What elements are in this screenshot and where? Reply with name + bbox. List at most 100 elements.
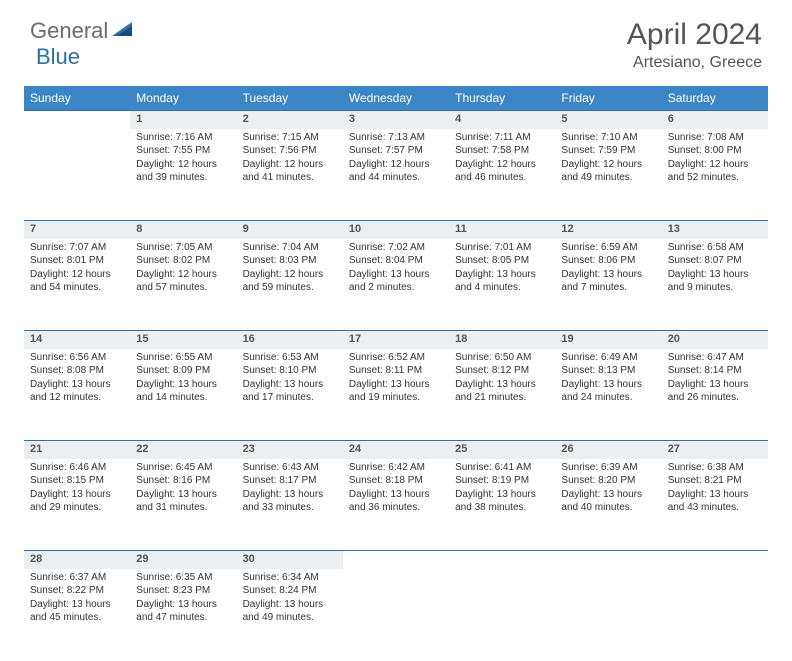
day-number-cell: 24 — [343, 441, 449, 459]
daylight-text: and 41 minutes. — [243, 171, 337, 185]
day-header-row: Sunday Monday Tuesday Wednesday Thursday… — [24, 86, 768, 111]
day-content-row: Sunrise: 6:37 AMSunset: 8:22 PM Daylight:… — [24, 569, 768, 661]
day-content-cell: Sunrise: 7:11 AMSunset: 7:58 PMDaylight:… — [449, 129, 555, 221]
sunset-text: Sunset: 8:07 PM — [668, 254, 762, 268]
sunset-text: Sunset: 7:58 PM — [455, 144, 549, 158]
day-number-cell: 19 — [555, 331, 661, 349]
daylight-text: and 26 minutes. — [668, 391, 762, 405]
day-content-cell: Sunrise: 6:52 AMSunset: 8:11 PMDaylight:… — [343, 349, 449, 441]
day-number-cell: 13 — [662, 221, 768, 239]
logo-triangle-icon — [112, 20, 134, 43]
day-number-cell: 10 — [343, 221, 449, 239]
sunrise-text: Sunrise: 6:53 AM — [243, 351, 337, 365]
daylight-text: Daylight: 12 hours — [136, 158, 230, 172]
daylight-text: and 14 minutes. — [136, 391, 230, 405]
daylight-text: Daylight: 13 hours — [455, 378, 549, 392]
daylight-text: Daylight: 13 hours — [561, 268, 655, 282]
day-content-cell: Sunrise: 6:58 AMSunset: 8:07 PMDaylight:… — [662, 239, 768, 331]
sunrise-text: Sunrise: 6:49 AM — [561, 351, 655, 365]
daylight-text: Daylight: 13 hours — [668, 268, 762, 282]
daylight-text: and 43 minutes. — [668, 501, 762, 515]
sunset-text: Sunset: 8:05 PM — [455, 254, 549, 268]
daylight-text: and 31 minutes. — [136, 501, 230, 515]
sunset-text: Sunset: 8:16 PM — [136, 474, 230, 488]
day-number-cell: 23 — [237, 441, 343, 459]
daylight-text: Daylight: 13 hours — [30, 378, 124, 392]
sunrise-text: Sunrise: 6:58 AM — [668, 241, 762, 255]
calendar-table: Sunday Monday Tuesday Wednesday Thursday… — [24, 86, 768, 661]
day-number-cell: 17 — [343, 331, 449, 349]
sunrise-text: Sunrise: 7:05 AM — [136, 241, 230, 255]
daylight-text: Daylight: 12 hours — [668, 158, 762, 172]
daylight-text: Daylight: 13 hours — [136, 598, 230, 612]
daylight-text: and 44 minutes. — [349, 171, 443, 185]
daylight-text: Daylight: 13 hours — [349, 488, 443, 502]
day-header: Monday — [130, 86, 236, 111]
daylight-text: Daylight: 12 hours — [30, 268, 124, 282]
sunset-text: Sunset: 8:08 PM — [30, 364, 124, 378]
day-number-cell: 26 — [555, 441, 661, 459]
daylight-text: Daylight: 12 hours — [243, 268, 337, 282]
sunset-text: Sunset: 8:03 PM — [243, 254, 337, 268]
day-number-cell: 29 — [130, 551, 236, 569]
day-content-cell: Sunrise: 6:46 AMSunset: 8:15 PMDaylight:… — [24, 459, 130, 551]
day-content-cell: Sunrise: 7:10 AMSunset: 7:59 PMDaylight:… — [555, 129, 661, 221]
day-number-cell: 30 — [237, 551, 343, 569]
daylight-text: Daylight: 13 hours — [668, 378, 762, 392]
daylight-text: and 21 minutes. — [455, 391, 549, 405]
daylight-text: Daylight: 13 hours — [349, 268, 443, 282]
daylight-text: Daylight: 12 hours — [243, 158, 337, 172]
day-content-row: Sunrise: 7:07 AMSunset: 8:01 PMDaylight:… — [24, 239, 768, 331]
day-content-cell: Sunrise: 7:08 AMSunset: 8:00 PMDaylight:… — [662, 129, 768, 221]
day-number-cell: 9 — [237, 221, 343, 239]
sunset-text: Sunset: 8:24 PM — [243, 584, 337, 598]
day-content-cell: Sunrise: 7:04 AMSunset: 8:03 PMDaylight:… — [237, 239, 343, 331]
day-content-cell: Sunrise: 6:55 AMSunset: 8:09 PMDaylight:… — [130, 349, 236, 441]
day-content-cell: Sunrise: 6:37 AMSunset: 8:22 PMDaylight:… — [24, 569, 130, 661]
day-content-row: Sunrise: 6:46 AMSunset: 8:15 PMDaylight:… — [24, 459, 768, 551]
day-content-cell — [449, 569, 555, 661]
title-block: April 2024 Artesiano, Greece — [627, 18, 762, 72]
sunset-text: Sunset: 8:04 PM — [349, 254, 443, 268]
day-content-cell: Sunrise: 6:43 AMSunset: 8:17 PMDaylight:… — [237, 459, 343, 551]
day-content-cell — [662, 569, 768, 661]
day-number-cell: 15 — [130, 331, 236, 349]
day-content-cell: Sunrise: 7:16 AMSunset: 7:55 PMDaylight:… — [130, 129, 236, 221]
day-content-cell: Sunrise: 7:02 AMSunset: 8:04 PMDaylight:… — [343, 239, 449, 331]
sunset-text: Sunset: 8:23 PM — [136, 584, 230, 598]
day-number-cell — [24, 111, 130, 129]
sunset-text: Sunset: 8:00 PM — [668, 144, 762, 158]
header: General April 2024 Artesiano, Greece — [0, 0, 792, 80]
day-header: Sunday — [24, 86, 130, 111]
day-content-cell — [343, 569, 449, 661]
day-number-cell — [449, 551, 555, 569]
sunset-text: Sunset: 7:55 PM — [136, 144, 230, 158]
sunset-text: Sunset: 8:13 PM — [561, 364, 655, 378]
sunset-text: Sunset: 8:17 PM — [243, 474, 337, 488]
sunrise-text: Sunrise: 6:52 AM — [349, 351, 443, 365]
daylight-text: and 47 minutes. — [136, 611, 230, 625]
day-content-cell: Sunrise: 7:05 AMSunset: 8:02 PMDaylight:… — [130, 239, 236, 331]
logo-blue-wrapper: Blue — [36, 44, 80, 70]
day-content-cell: Sunrise: 6:49 AMSunset: 8:13 PMDaylight:… — [555, 349, 661, 441]
day-number-cell: 7 — [24, 221, 130, 239]
daylight-text: and 39 minutes. — [136, 171, 230, 185]
sunrise-text: Sunrise: 6:37 AM — [30, 571, 124, 585]
day-content-cell: Sunrise: 6:35 AMSunset: 8:23 PMDaylight:… — [130, 569, 236, 661]
sunrise-text: Sunrise: 7:16 AM — [136, 131, 230, 145]
sunrise-text: Sunrise: 6:41 AM — [455, 461, 549, 475]
day-number-row: 78910111213 — [24, 221, 768, 239]
daylight-text: and 17 minutes. — [243, 391, 337, 405]
sunrise-text: Sunrise: 6:42 AM — [349, 461, 443, 475]
daylight-text: and 24 minutes. — [561, 391, 655, 405]
logo-text-general: General — [30, 18, 108, 44]
sunset-text: Sunset: 8:12 PM — [455, 364, 549, 378]
day-content-cell: Sunrise: 7:01 AMSunset: 8:05 PMDaylight:… — [449, 239, 555, 331]
day-number-cell — [555, 551, 661, 569]
day-content-cell: Sunrise: 6:34 AMSunset: 8:24 PMDaylight:… — [237, 569, 343, 661]
sunset-text: Sunset: 8:22 PM — [30, 584, 124, 598]
day-number-cell: 6 — [662, 111, 768, 129]
day-number-cell: 11 — [449, 221, 555, 239]
daylight-text: and 38 minutes. — [455, 501, 549, 515]
daylight-text: Daylight: 12 hours — [561, 158, 655, 172]
